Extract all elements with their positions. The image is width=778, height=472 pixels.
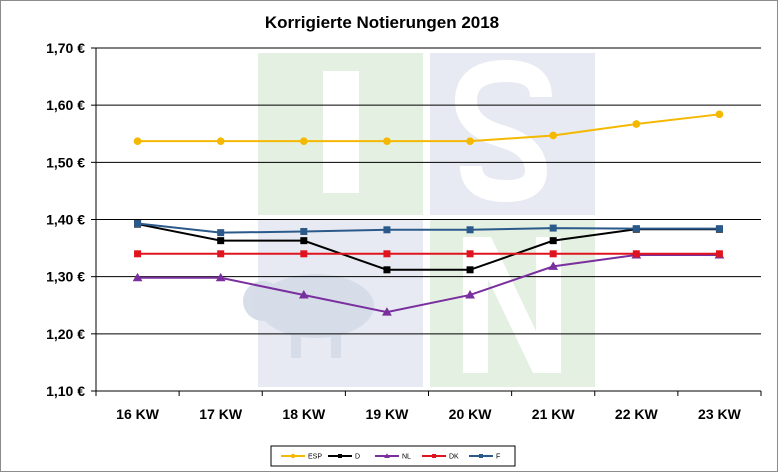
legend-marker-f (479, 454, 483, 458)
data-point-d (549, 237, 557, 245)
data-point-esp (632, 120, 641, 128)
axes (91, 47, 762, 396)
data-point-d (217, 237, 225, 245)
x-tick-label: 18 KW (282, 406, 326, 422)
legend-label-f: F (496, 454, 500, 461)
data-point-dk (466, 250, 474, 258)
y-tick-label: 1,40 € (46, 212, 85, 228)
chart-title: Korrigierte Notierungen 2018 (265, 13, 499, 32)
x-axis-tick-labels: 16 KW 17 KW 18 KW 19 KW 20 KW 21 KW 22 KW 23 KW (116, 406, 741, 422)
series-line-esp (137, 113, 720, 143)
legend-marker-dk (432, 454, 436, 458)
legend-label-nl: NL (402, 454, 411, 461)
y-tick-label: 1,30 € (46, 269, 85, 285)
x-tick-label: 21 KW (532, 406, 576, 422)
series-line-d (137, 223, 720, 271)
data-point-d (383, 266, 391, 274)
data-point-esp (383, 137, 391, 146)
data-point-dk (217, 250, 225, 258)
x-tick-label: 16 KW (116, 406, 160, 422)
data-point-nl (382, 307, 392, 316)
y-tick-label: 1,20 € (46, 326, 85, 342)
series-dk (134, 250, 723, 258)
data-point-f (715, 225, 723, 233)
series-line-nl (137, 253, 720, 314)
y-tick-label: 1,10 € (46, 383, 85, 399)
data-point-dk (134, 250, 142, 258)
data-point-esp (715, 110, 724, 119)
x-tick-label: 19 KW (366, 406, 410, 422)
gridlines (96, 47, 761, 335)
y-axis-tick-labels: 1,10 € 1,20 € 1,30 € 1,40 € 1,50 € 1,60 € 1,70… (46, 40, 85, 399)
y-tick-label: 1,60 € (46, 97, 85, 113)
data-point-d (466, 266, 474, 274)
legend-marker-nl (384, 453, 390, 458)
data-point-nl (548, 261, 559, 270)
data-point-esp (466, 137, 474, 146)
series-line-f (137, 222, 720, 234)
data-point-f (300, 228, 308, 236)
data-point-esp (299, 137, 308, 146)
data-point-f (383, 226, 391, 234)
data-point-dk (300, 250, 308, 258)
data-point-dk (383, 250, 391, 258)
legend: ESP D NL DK F (270, 445, 516, 467)
legend-marker-d (338, 454, 342, 458)
data-point-f (134, 220, 142, 228)
data-point-dk (715, 250, 723, 258)
data-point-f (549, 224, 557, 232)
series-lines (132, 110, 725, 316)
data-point-dk (549, 250, 557, 258)
data-point-nl (215, 272, 226, 282)
data-point-f (632, 225, 640, 233)
x-tick-label: 20 KW (449, 406, 493, 422)
legend-marker-esp (290, 453, 296, 459)
x-tick-label: 23 KW (698, 406, 742, 422)
data-point-esp (549, 131, 558, 140)
legend-label-esp: ESP (308, 454, 322, 461)
x-tick-label: 22 KW (615, 406, 659, 422)
series-esp (133, 110, 724, 146)
data-point-esp (133, 137, 142, 146)
series-f (134, 220, 723, 237)
data-point-esp (216, 137, 225, 146)
series-nl (132, 250, 725, 316)
data-point-nl (132, 272, 143, 282)
legend-label-dk: DK (449, 454, 459, 461)
data-point-f (466, 226, 474, 234)
legend-label-d: D (355, 454, 360, 461)
data-point-d (300, 237, 308, 245)
data-point-nl (298, 290, 309, 299)
x-tick-label: 17 KW (199, 406, 243, 422)
data-point-f (217, 229, 225, 237)
data-point-nl (465, 290, 475, 299)
data-point-dk (632, 250, 640, 258)
y-tick-label: 1,50 € (46, 154, 85, 170)
y-tick-label: 1,70 € (46, 40, 85, 56)
